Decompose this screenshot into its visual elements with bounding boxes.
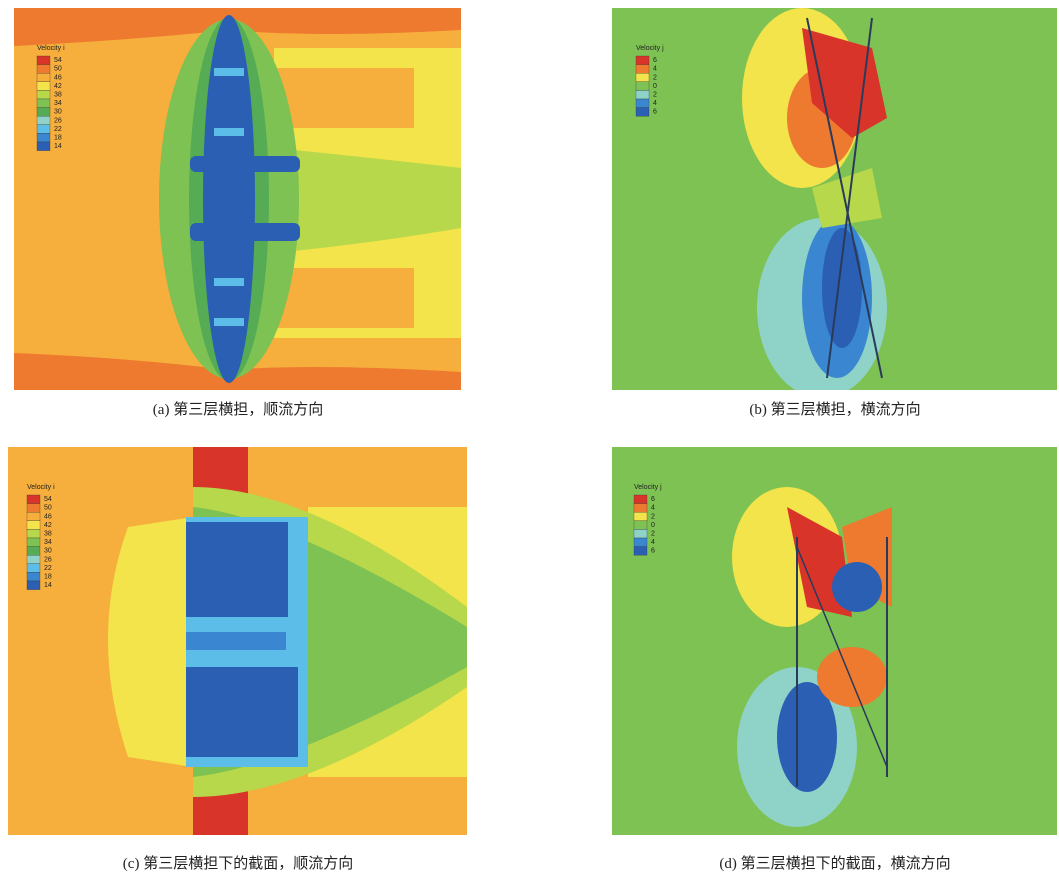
legend-label: 38 [54,92,62,99]
legend-swatch [37,82,50,91]
legend-swatch [634,512,647,521]
legend-swatch [27,521,40,530]
legend-label: 4 [651,505,655,512]
legend-title: Velocity i [27,484,55,491]
legend-label: 18 [44,574,52,581]
legend-swatch [37,116,50,125]
legend-label: 54 [54,57,62,64]
legend-swatch [634,521,647,530]
legend-label: 50 [54,66,62,73]
legend-label: 6 [653,109,657,116]
legend-label: 30 [44,548,52,555]
legend-swatch [636,65,649,74]
legend-swatch [27,538,40,547]
legend-label: 42 [54,83,62,90]
legend-swatch [634,495,647,504]
legend-label: 2 [651,513,655,520]
legend-swatch [27,529,40,538]
page: Velocity i5450464238343026221814 Velocit… [0,0,1059,885]
legend-swatch [636,56,649,65]
legend-swatch [27,504,40,513]
legend-label: 26 [44,556,52,563]
legend-label: 46 [54,74,62,81]
legend-label: 6 [651,548,655,555]
legend-label: 4 [653,66,657,73]
legend-label: 0 [653,83,657,90]
caption: (b) 第三层横担，横流方向 [749,398,920,419]
legend-swatch [27,572,40,581]
legend-swatch [27,564,40,573]
legend-label: 22 [54,126,62,133]
legend-swatch [27,495,40,504]
legend-swatch [37,99,50,108]
legend-title: Velocity i [37,45,65,52]
legend-swatch [27,512,40,521]
legend-label: 18 [54,135,62,142]
legend-swatch [634,504,647,513]
legend-swatch [27,547,40,556]
legend-label: 50 [44,505,52,512]
legend-swatch [37,56,50,65]
legend-title: Velocity j [636,45,664,52]
legend-label: 22 [44,565,52,572]
legend-swatch [27,581,40,590]
legend-label: 2 [651,531,655,538]
legend-label: 42 [44,522,52,529]
legend-swatch [37,65,50,74]
legend-label: 38 [44,531,52,538]
legend-label: 34 [54,100,62,107]
legend-label: 6 [651,496,655,503]
legend-label: 30 [54,109,62,116]
legend-label: 14 [54,143,62,150]
legend-swatch [37,90,50,99]
legend-swatch [636,73,649,82]
legend-label: 34 [44,539,52,546]
legend-label: 4 [651,539,655,546]
legend-swatch [634,547,647,556]
legend-label: 0 [651,522,655,529]
legend-swatch [37,125,50,134]
legend-label: 14 [44,582,52,589]
caption: (a) 第三层横担，顺流方向 [153,398,323,419]
legend-swatch [27,555,40,564]
legend-label: 54 [44,496,52,503]
legend-swatch [37,108,50,117]
legend-label: 4 [653,100,657,107]
legend-swatch [636,82,649,91]
legend-label: 26 [54,117,62,124]
legend-label: 6 [653,57,657,64]
legend-label: 2 [653,74,657,81]
caption: (d) 第三层横担下的截面，横流方向 [719,852,950,873]
legend-swatch [37,133,50,142]
legend-swatch [37,142,50,151]
legend-title: Velocity j [634,484,662,491]
legend-swatch [636,90,649,99]
legend-label: 2 [653,92,657,99]
legend-swatch [636,99,649,108]
legend-label: 46 [44,513,52,520]
legend-swatch [636,108,649,117]
legend-swatch [634,538,647,547]
legend-swatch [37,73,50,82]
caption: (c) 第三层横担下的截面，顺流方向 [123,852,353,873]
legend-swatch [634,529,647,538]
